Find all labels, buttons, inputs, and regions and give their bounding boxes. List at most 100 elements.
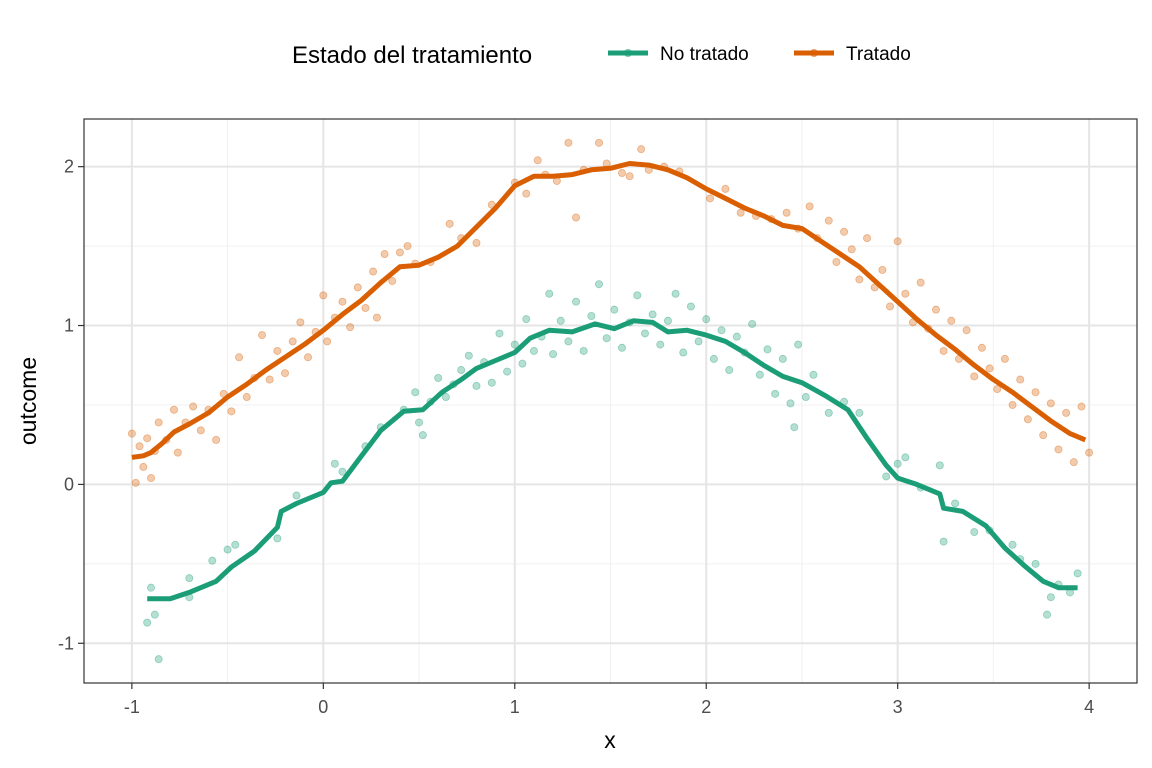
- scatter-point: [292, 491, 301, 500]
- scatter-point: [1031, 559, 1040, 568]
- scatter-point: [595, 138, 604, 147]
- scatter-point: [886, 302, 895, 311]
- smoothed-line: [131, 161, 1087, 460]
- scatter-point: [1073, 569, 1082, 578]
- scatter-point: [679, 348, 688, 357]
- scatter-point: [893, 237, 902, 246]
- scatter-point: [640, 329, 649, 338]
- scatter-point: [736, 208, 745, 217]
- scatter-point: [434, 373, 443, 382]
- scatter-point: [319, 291, 328, 300]
- x-axis-title: x: [604, 727, 616, 753]
- scatter-point: [748, 319, 757, 328]
- scatter-point: [595, 280, 604, 289]
- scatter-point: [725, 366, 734, 375]
- scatter-point: [970, 372, 979, 381]
- scatter-point: [790, 423, 799, 432]
- scatter-point: [855, 275, 864, 284]
- smoothed-line: [147, 318, 1078, 602]
- scatter-point: [1008, 400, 1017, 409]
- scatter-point: [931, 305, 940, 314]
- scatter-point: [281, 369, 290, 378]
- scatter-point: [617, 169, 626, 178]
- scatter-point: [939, 537, 948, 546]
- legend-label-no-tratado: No tratado: [660, 44, 749, 65]
- scatter-point: [863, 234, 872, 243]
- scatter-point: [993, 385, 1002, 394]
- scatter-point: [778, 354, 787, 363]
- scatter-point: [472, 238, 481, 247]
- scatter-point: [464, 351, 473, 360]
- scatter-point: [185, 574, 194, 583]
- legend-key-tratado: [794, 49, 834, 57]
- scatter-point: [709, 354, 718, 363]
- scatter-point: [522, 189, 531, 198]
- y-tick-label: 1: [64, 316, 74, 336]
- scatter-point: [970, 528, 979, 537]
- scatter-point: [288, 337, 297, 346]
- scatter-point: [663, 316, 672, 325]
- scatter-point: [380, 250, 389, 259]
- y-axis-title: outcome: [15, 357, 41, 445]
- scatter-point: [147, 474, 156, 483]
- scatter-point: [901, 289, 910, 298]
- scatter-point: [503, 367, 512, 376]
- legend-label-tratado: Tratado: [846, 44, 911, 65]
- series-no-tratado: [143, 280, 1082, 664]
- scatter-point: [686, 302, 695, 311]
- scatter-point: [418, 431, 427, 440]
- y-tick-label: 2: [64, 157, 74, 177]
- scatter-point: [154, 655, 163, 664]
- axes: -1 0 1 2 3 4 -1 0 1 2: [58, 157, 1094, 717]
- legend-key-point: [810, 49, 818, 57]
- scatter-point: [169, 405, 178, 414]
- scatter-point: [522, 315, 531, 324]
- scatter-point: [510, 340, 519, 349]
- scatter-point: [625, 172, 634, 181]
- scatter-point: [985, 364, 994, 373]
- x-tick-label: 0: [318, 697, 328, 717]
- scatter-point: [1062, 408, 1071, 417]
- scatter-point: [411, 388, 420, 397]
- scatter-point: [231, 540, 240, 549]
- scatter-point: [1046, 399, 1055, 408]
- scatter-point: [824, 216, 833, 225]
- x-tick-label: 1: [510, 697, 520, 717]
- scatter-point: [901, 453, 910, 462]
- scatter-point: [1023, 415, 1032, 424]
- scatter-point: [633, 291, 642, 300]
- scatter-point: [855, 408, 864, 417]
- scatter-point: [265, 375, 274, 384]
- scatter-point: [150, 610, 159, 619]
- scatter-point: [947, 316, 956, 325]
- scatter-point: [602, 334, 611, 343]
- scatter-point: [1039, 431, 1048, 440]
- scatter-point: [637, 145, 646, 154]
- scatter-point: [782, 208, 791, 217]
- scatter-point: [939, 346, 948, 355]
- scatter-point: [771, 389, 780, 398]
- scatter-point: [1016, 375, 1025, 384]
- scatter-point: [587, 312, 596, 321]
- scatter-point: [564, 138, 573, 147]
- x-tick-label: -1: [124, 697, 140, 717]
- scatter-point: [610, 305, 619, 314]
- scatter-point: [1077, 402, 1086, 411]
- scatter-point: [951, 499, 960, 508]
- scatter-point: [755, 370, 764, 379]
- scatter-point: [533, 156, 542, 165]
- scatter-point: [916, 278, 925, 287]
- scatter-point: [579, 346, 588, 355]
- scatter-point: [572, 297, 581, 306]
- legend-title: Estado del tratamiento: [292, 42, 532, 69]
- scatter-point: [671, 289, 680, 298]
- x-tick-label: 4: [1084, 697, 1094, 717]
- scatter-point: [189, 402, 198, 411]
- scatter-point: [196, 426, 205, 435]
- scatter-point: [1031, 388, 1040, 397]
- scatter-point: [212, 435, 221, 444]
- scatter-point: [732, 332, 741, 341]
- scatter-point: [338, 297, 347, 306]
- y-tick-label: -1: [58, 633, 74, 653]
